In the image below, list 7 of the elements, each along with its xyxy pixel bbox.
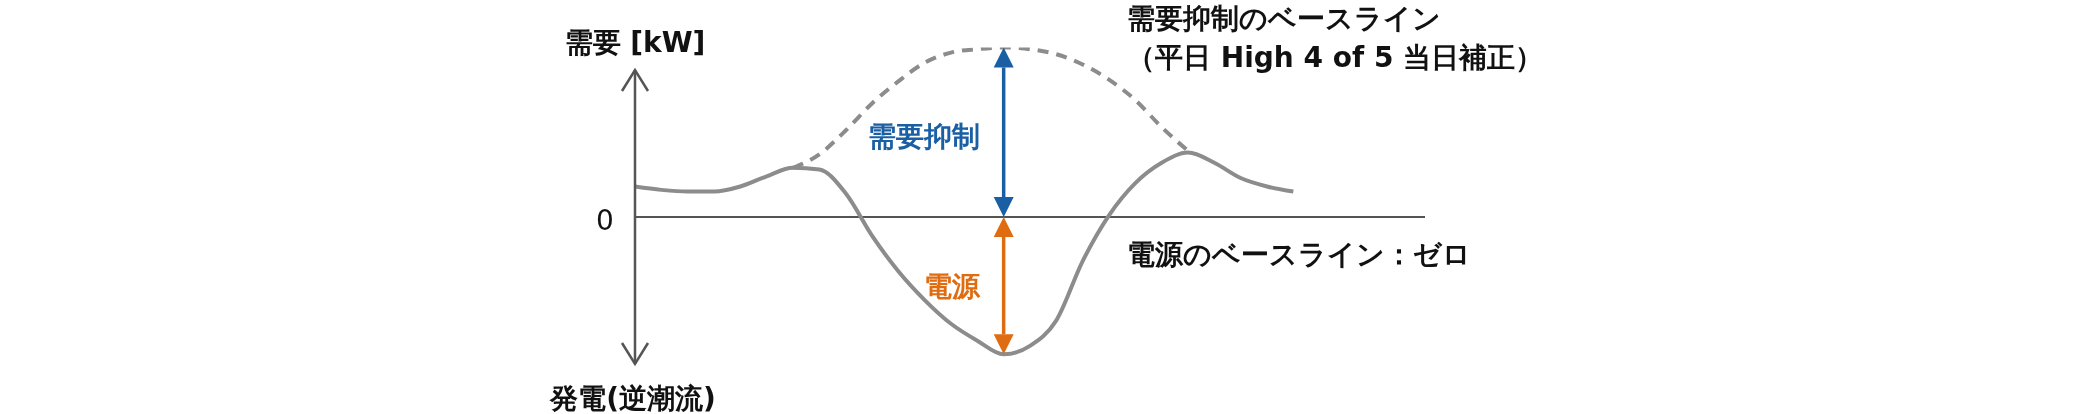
text: 発電(逆潮流) <box>549 381 716 414</box>
ref-line-label: 電源のベースライン：ゼロ <box>1127 237 1471 271</box>
y-axis-title: 需要 [kW] <box>564 25 706 59</box>
text: 0 <box>596 203 614 237</box>
annotation: 電源 <box>923 269 981 303</box>
series-label: 需要抑制のベースライン（平日 High 4 of 5 当日補正） <box>1127 1 1544 74</box>
annotation: 需要抑制 <box>867 119 980 153</box>
